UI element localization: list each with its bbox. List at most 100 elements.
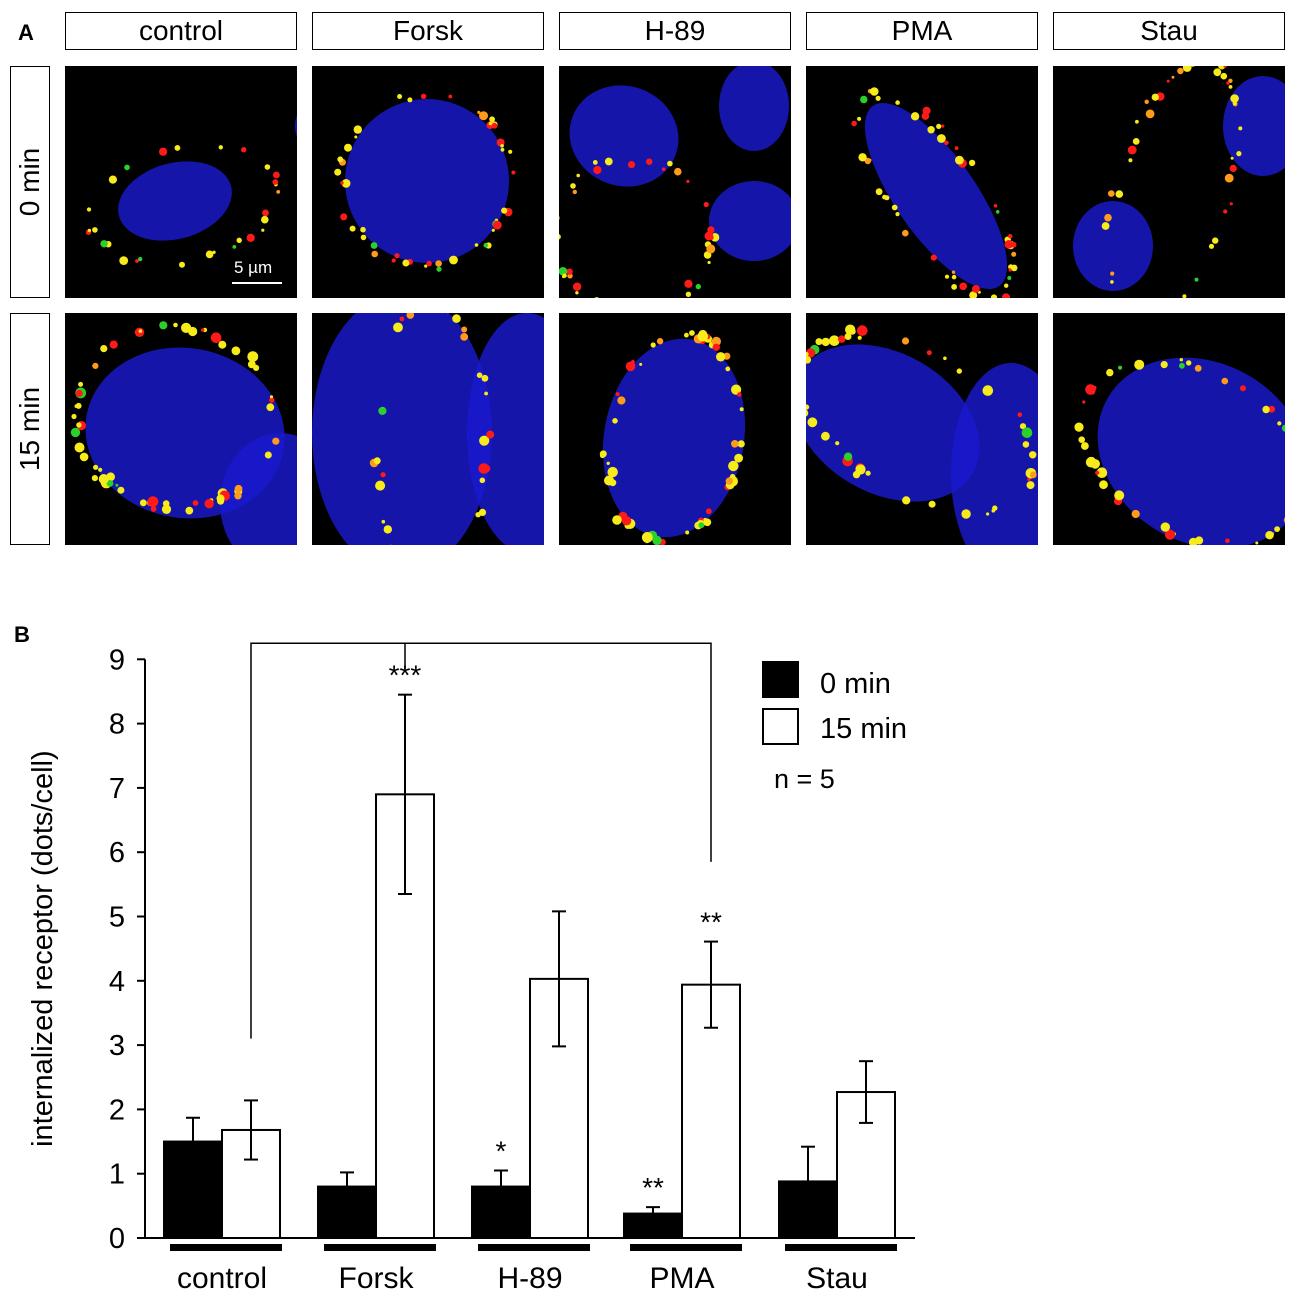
nucleus-shape xyxy=(806,344,980,502)
fluorescent-dot xyxy=(1110,280,1114,284)
fluorescent-dot xyxy=(566,268,573,275)
fluorescent-dot xyxy=(661,167,666,171)
fluorescent-dot xyxy=(684,279,693,288)
fluorescent-dot xyxy=(1182,294,1187,298)
fluorescent-dot xyxy=(1144,99,1149,104)
fluorescent-dot xyxy=(575,291,579,295)
nucleus-shape xyxy=(1097,357,1285,545)
column-header-stau: Stau xyxy=(1053,12,1285,50)
micrograph-image xyxy=(70,321,297,545)
fluorescent-dot xyxy=(476,372,483,378)
fluorescent-dot xyxy=(559,267,568,276)
micrograph-image xyxy=(599,329,746,545)
fluorescent-dot xyxy=(639,362,643,366)
micrograph-image xyxy=(1074,357,1285,545)
fluorescent-dot xyxy=(479,435,490,446)
y-tick-label: 1 xyxy=(109,1159,125,1191)
fluorescent-dot xyxy=(734,453,743,463)
fluorescent-dot xyxy=(262,209,269,217)
fluorescent-dot xyxy=(1283,517,1285,523)
fluorescent-dot xyxy=(806,352,809,357)
y-tick-label: 4 xyxy=(109,966,125,998)
fluorescent-dot xyxy=(1164,529,1176,540)
fluorescent-dot xyxy=(656,338,664,345)
fluorescent-dot xyxy=(1004,240,1014,249)
fluorescent-dot xyxy=(460,333,469,341)
group-underline xyxy=(478,1244,590,1251)
fluorescent-dot xyxy=(380,472,386,478)
x-category-label: control xyxy=(177,1262,267,1295)
fluorescent-dot xyxy=(360,226,366,233)
fluorescent-dot xyxy=(486,430,495,439)
micrograph-image xyxy=(806,324,1038,545)
fluorescent-dot xyxy=(1151,93,1159,101)
fluorescent-dot xyxy=(135,259,139,263)
fluorescent-dot xyxy=(1127,145,1137,155)
fluorescent-dot xyxy=(71,413,77,420)
micrograph-h89-0min xyxy=(559,66,791,298)
fluorescent-dot xyxy=(703,201,709,208)
row-header-15min: 15 min xyxy=(10,313,50,545)
fluorescent-dot xyxy=(75,389,83,397)
micrograph-pma-0min xyxy=(806,66,1038,298)
fluorescent-dot xyxy=(969,291,978,298)
fluorescent-dot xyxy=(117,486,125,494)
fluorescent-dot xyxy=(716,352,726,362)
fluorescent-dot xyxy=(234,492,242,500)
fluorescent-dot xyxy=(340,181,344,185)
fluorescent-dot xyxy=(424,264,428,268)
fluorescent-dot xyxy=(1221,377,1229,385)
fluorescent-dot xyxy=(807,417,818,428)
fluorescent-dot xyxy=(150,506,157,512)
fluorescent-dot xyxy=(1011,251,1017,257)
fluorescent-dot xyxy=(851,120,857,127)
fluorescent-dot xyxy=(652,535,662,545)
fluorescent-dot xyxy=(272,179,279,185)
fluorescent-dot xyxy=(891,204,898,211)
fluorescent-dot xyxy=(685,530,690,535)
fluorescent-dot xyxy=(1229,164,1237,172)
bar xyxy=(778,1180,838,1240)
fluorescent-dot xyxy=(247,351,259,362)
micrograph-h89-15min xyxy=(559,313,791,545)
fluorescent-dot xyxy=(378,406,387,415)
fluorescent-dot xyxy=(488,121,493,126)
panel-a-letter: A xyxy=(18,20,34,45)
fluorescent-dot xyxy=(972,285,980,293)
fluorescent-dot xyxy=(511,170,516,175)
fluorescent-dot xyxy=(98,467,103,472)
fluorescent-dot xyxy=(728,460,739,472)
fluorescent-dot xyxy=(426,260,432,267)
scale-bar xyxy=(232,282,282,284)
fluorescent-dot xyxy=(609,479,617,487)
fluorescent-dot xyxy=(857,325,868,336)
fluorescent-dot xyxy=(709,235,714,241)
fluorescent-dot xyxy=(986,512,990,516)
fluorescent-dot xyxy=(870,87,879,96)
fluorescent-dot xyxy=(246,233,255,242)
fluorescent-dot xyxy=(1229,202,1233,206)
fluorescent-dot xyxy=(478,508,487,516)
fluorescent-dot xyxy=(205,250,214,259)
group-underline xyxy=(170,1244,282,1251)
fluorescent-dot xyxy=(860,95,868,104)
fluorescent-dot xyxy=(995,210,1000,214)
fluorescent-dot xyxy=(272,437,280,445)
fluorescent-dot xyxy=(698,522,705,529)
fluorescent-dot xyxy=(98,474,109,484)
fluorescent-dot xyxy=(269,397,275,403)
fluorescent-dot xyxy=(92,362,99,369)
fluorescent-dot xyxy=(1223,209,1228,214)
fluorescent-dot xyxy=(951,274,957,280)
fluorescent-dot xyxy=(1131,509,1140,519)
fluorescent-dot xyxy=(1166,79,1170,83)
fluorescent-dot xyxy=(562,273,567,278)
y-tick-label: 6 xyxy=(109,837,125,869)
fluorescent-dot xyxy=(815,338,823,346)
fluorescent-dot xyxy=(481,374,489,382)
fluorescent-dot xyxy=(1010,264,1018,272)
fluorescent-dot xyxy=(1277,421,1282,426)
fluorescent-dot xyxy=(70,427,81,438)
fluorescent-dot xyxy=(449,255,458,265)
fluorescent-dot xyxy=(902,496,911,505)
